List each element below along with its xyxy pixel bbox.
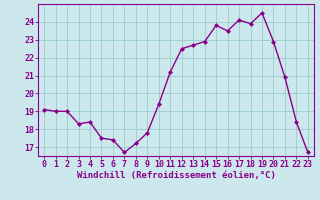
X-axis label: Windchill (Refroidissement éolien,°C): Windchill (Refroidissement éolien,°C) bbox=[76, 171, 276, 180]
